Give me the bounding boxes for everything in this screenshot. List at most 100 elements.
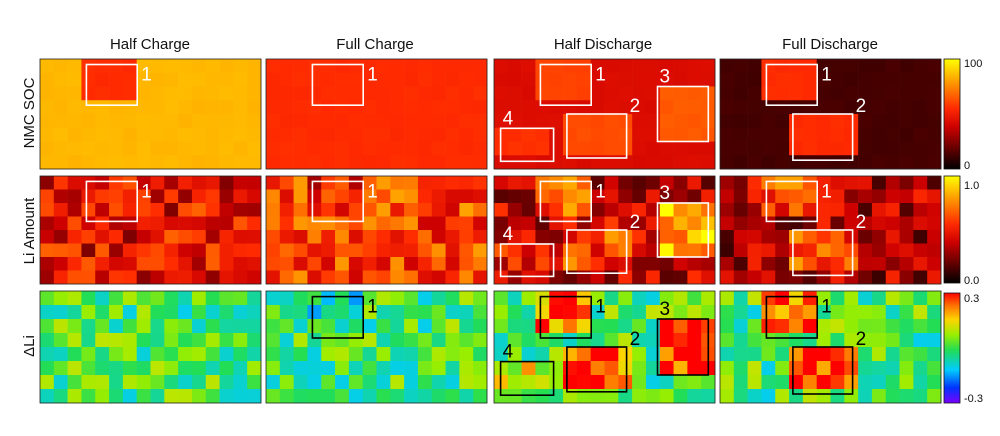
heatmap-cell: [747, 319, 762, 334]
heatmap-cell: [659, 257, 674, 271]
heatmap-cell: [431, 141, 446, 156]
heatmap-cell: [899, 319, 914, 334]
heatmap-cell: [747, 72, 762, 87]
heatmap-cell: [521, 100, 536, 115]
heatmap-cell: [521, 155, 536, 170]
heatmap-cell: [507, 155, 522, 170]
heatmap-cell: [109, 319, 124, 334]
heatmap-cell: [858, 361, 873, 376]
heatmap-cell: [673, 100, 688, 115]
heatmap-cell: [521, 72, 536, 87]
heatmap-cell: [293, 270, 308, 285]
heatmap-cell: [362, 361, 377, 376]
heatmap-cell: [122, 347, 137, 362]
heatmap-cell: [445, 230, 460, 244]
heatmap-cell: [431, 203, 446, 217]
heatmap-cell: [802, 59, 817, 74]
heatmap-cell: [459, 333, 474, 348]
heatmap-cell: [136, 59, 151, 74]
heatmap-cell: [521, 216, 536, 231]
heatmap-cell: [205, 291, 220, 306]
heatmap-cell: [673, 319, 688, 334]
heatmap-cell: [604, 114, 619, 129]
heatmap-cell: [279, 347, 294, 362]
heatmap-cell: [348, 375, 363, 390]
heatmap-cell: [404, 243, 419, 258]
heatmap-cell: [618, 86, 633, 101]
heatmap-cell: [67, 100, 82, 115]
heatmap-cell: [266, 361, 281, 376]
heatmap-cell: [404, 72, 419, 87]
heatmap-cell: [459, 189, 474, 204]
heatmap-cell: [53, 375, 68, 390]
colorbar-tick-min: -0.3: [964, 393, 983, 405]
heatmap-cell: [858, 333, 873, 348]
heatmap-cell: [191, 189, 207, 204]
heatmap-cell: [885, 291, 900, 306]
heatmap-cell: [775, 257, 790, 271]
heatmap-cell: [279, 291, 294, 306]
heatmap-cell: [913, 361, 928, 376]
heatmap-cell: [219, 59, 234, 74]
heatmap-cell: [576, 203, 591, 217]
heatmap-cell: [404, 127, 419, 142]
heatmap-cell: [233, 176, 248, 190]
heatmap-cell: [362, 86, 377, 101]
heatmap-cell: [830, 230, 845, 244]
heatmap-cell: [927, 203, 942, 217]
heatmap-cell: [761, 72, 776, 87]
heatmap-cell: [618, 361, 633, 376]
heatmap-cell: [802, 176, 817, 190]
heatmap-cell: [122, 189, 137, 204]
heatmap-cell: [321, 100, 336, 115]
heatmap-cell: [761, 230, 776, 244]
heatmap-cell: [67, 291, 82, 306]
heatmap-cell: [549, 203, 564, 217]
heatmap-cell: [673, 72, 688, 87]
heatmap-cell: [348, 230, 363, 244]
heatmap-cell: [687, 141, 702, 156]
heatmap-cell: [927, 59, 942, 74]
heatmap-cell: [233, 216, 248, 231]
heatmap-cell: [830, 243, 845, 258]
heatmap-cell: [521, 333, 536, 348]
heatmap-cell: [321, 389, 336, 404]
heatmap-cell: [590, 216, 605, 231]
heatmap-cell: [913, 389, 928, 404]
heatmap-cell: [535, 203, 550, 217]
heatmap-cell: [279, 203, 294, 217]
heatmap-cell: [390, 203, 405, 217]
heatmap-cell: [362, 347, 377, 362]
heatmap-cell: [563, 230, 578, 244]
heatmap-cell: [473, 375, 488, 390]
heatmap-cell: [858, 319, 873, 334]
heatmap-cell: [632, 319, 647, 334]
heatmap-cell: [178, 155, 193, 170]
heatmap-cell: [659, 141, 674, 156]
heatmap-cell: [885, 59, 900, 74]
heatmap-cell: [109, 347, 124, 362]
panel-border: [265, 175, 488, 285]
heatmap-cell: [205, 347, 220, 362]
heatmap-cell: [687, 361, 702, 376]
heatmap-cell: [473, 86, 488, 101]
heatmap-cell: [164, 100, 179, 115]
heatmap-cell: [266, 243, 281, 258]
heatmap-cell: [390, 230, 405, 244]
heatmap-cell: [507, 100, 522, 115]
heatmap-cell: [645, 155, 661, 170]
heatmap-cell: [802, 305, 817, 320]
heatmap-cell: [40, 86, 55, 101]
heatmap-cell: [67, 347, 82, 362]
heatmap-cell: [899, 100, 914, 115]
heatmap-cell: [659, 333, 674, 348]
heatmap-cell: [720, 375, 735, 390]
heatmap-cell: [307, 100, 322, 115]
heatmap-cell: [150, 59, 165, 74]
heatmap-cell: [604, 361, 619, 376]
heatmap-cell: [376, 100, 391, 115]
heatmap-cell: [219, 100, 234, 115]
heatmap-cell: [335, 176, 350, 190]
heatmap-cell: [164, 361, 179, 376]
